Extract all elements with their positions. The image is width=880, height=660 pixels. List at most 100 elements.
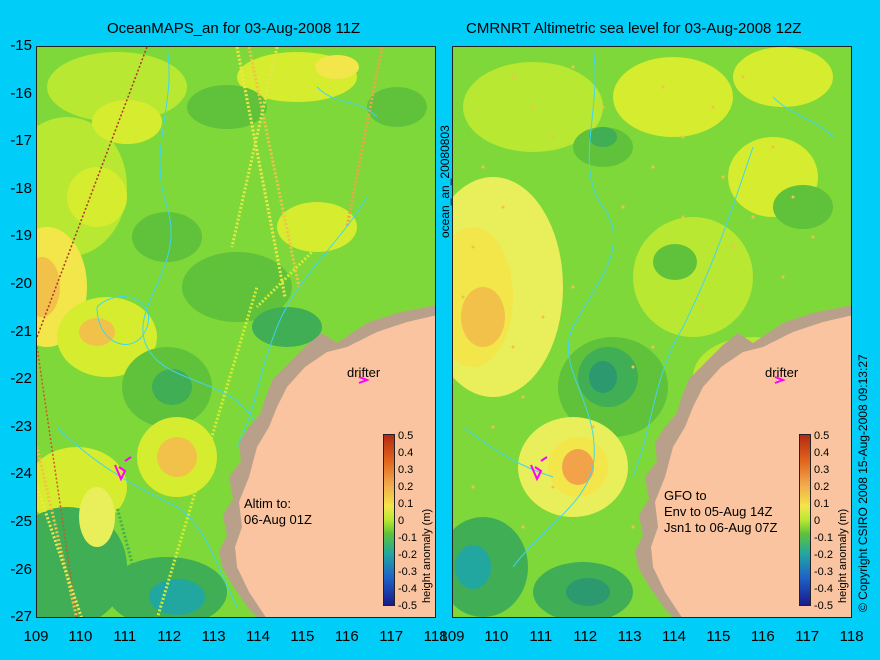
observation-point	[511, 75, 515, 79]
latitude-tick: -27	[10, 608, 32, 626]
left-coastal-shelf	[219, 305, 435, 617]
latitude-tick: -25	[10, 513, 32, 530]
colorbar-tick: -0.4	[398, 583, 417, 595]
right-coastal-shelf	[635, 305, 851, 617]
longitude-tick: 117	[795, 628, 820, 645]
colorbar-tick: 0.1	[814, 498, 830, 510]
longitude-tick: 112	[157, 628, 182, 645]
longitude-tick: 110	[484, 628, 509, 645]
latitude-tick: -20	[10, 275, 32, 292]
colorbar-tick: -0.1	[814, 532, 833, 544]
longitude-tick: 114	[662, 628, 686, 645]
right-colorbar	[799, 434, 811, 606]
longitude-tick: 110	[68, 628, 93, 645]
colorbar-tick: 0.3	[398, 464, 414, 476]
colorbar-tick: 0.1	[398, 498, 414, 510]
latitude-tick: -17	[10, 132, 32, 150]
observation-point	[751, 215, 755, 219]
left-colorbar-title: height anomaly (m)	[421, 508, 433, 603]
observation-point	[621, 205, 625, 209]
observation-point	[741, 75, 745, 79]
colorbar-tick: 0.2	[398, 481, 414, 493]
colorbar-tick: -0.2	[398, 549, 417, 561]
observation-point	[521, 525, 525, 529]
longitude-tick: 116	[750, 628, 775, 645]
observation-point	[681, 135, 685, 139]
left-altimetry-note: Altim to: 06-Aug 01Z	[244, 496, 312, 527]
right-colorbar-title: height anomaly (m)	[837, 508, 849, 603]
observation-point	[631, 365, 635, 369]
observation-point	[701, 305, 705, 309]
right-observation-points	[461, 65, 815, 529]
latitude-tick: -15	[10, 37, 32, 54]
observation-point	[501, 205, 505, 209]
latitude-tick: -24	[10, 465, 32, 483]
observation-point	[491, 425, 495, 429]
observation-point	[721, 175, 725, 179]
right-drifter-label: drifter	[765, 365, 799, 380]
latitude-tick: -23	[10, 417, 32, 435]
left-map-title: OceanMAPS_an for 03-Aug-2008 11Z	[107, 20, 361, 37]
observation-point	[771, 145, 775, 149]
right-map-panel: GFO to Env to 05-Aug 14Z Jsn1 to 06-Aug …	[452, 46, 852, 618]
right-bathymetry-contours	[462, 47, 834, 568]
observation-point	[601, 105, 605, 109]
observation-point	[531, 105, 535, 109]
left-colorbar	[383, 434, 395, 606]
observation-point	[781, 275, 785, 279]
observation-point	[471, 245, 475, 249]
observation-point	[791, 195, 795, 199]
latitude-tick: -22	[10, 370, 32, 388]
copyright-label: © Copyright CSIRO 2008 15-Aug-2008 09:13…	[856, 354, 870, 612]
longitude-tick: 114	[246, 628, 270, 645]
observation-point	[631, 525, 635, 529]
observation-point	[571, 285, 575, 289]
longitude-tick: 113	[201, 628, 226, 645]
colorbar-tick: -0.2	[814, 549, 833, 561]
observation-point	[811, 235, 815, 239]
longitude-tick: 112	[573, 628, 598, 645]
colorbar-tick: -0.4	[814, 583, 833, 595]
observation-point	[551, 485, 555, 489]
longitude-tick: 113	[617, 628, 642, 645]
colorbar-tick: 0.4	[814, 447, 830, 459]
colorbar-tick: 0	[814, 515, 821, 527]
left-drifter-track	[114, 376, 370, 482]
longitude-tick: 116	[334, 628, 359, 645]
colorbar-tick: 0.2	[814, 481, 830, 493]
colorbar-tick: 0.4	[398, 447, 414, 459]
observation-point	[481, 165, 485, 169]
observation-point	[541, 315, 545, 319]
longitude-tick: 115	[706, 628, 731, 645]
left-map-panel: Altim to: 06-Aug 01Z drifter height anom…	[36, 46, 436, 618]
latitude-tick: -26	[10, 560, 32, 578]
right-altimetry-note: GFO to Env to 05-Aug 14Z Jsn1 to 06-Aug …	[664, 488, 778, 535]
colorbar-tick: -0.3	[398, 566, 417, 578]
observation-point	[521, 395, 525, 399]
observation-point	[511, 345, 515, 349]
colorbar-tick: -0.5	[398, 600, 417, 612]
right-drifter-track	[530, 376, 786, 482]
colorbar-tick: -0.5	[814, 600, 833, 612]
observation-point	[571, 65, 575, 69]
run-id-label: ocean_an_20080803	[438, 125, 452, 238]
left-drifter-label: drifter	[347, 365, 381, 380]
latitude-tick: -21	[10, 322, 32, 340]
observation-point	[681, 215, 685, 219]
longitude-tick: 109	[439, 628, 465, 645]
latitude-tick: -16	[10, 84, 32, 102]
observation-point	[551, 135, 555, 139]
longitude-tick: 117	[379, 628, 404, 645]
colorbar-tick: 0.3	[814, 464, 830, 476]
observation-point	[731, 245, 735, 249]
observation-point	[711, 105, 715, 109]
longitude-tick: 118	[839, 628, 864, 645]
colorbar-tick: -0.1	[398, 532, 417, 544]
longitude-tick: 111	[529, 628, 553, 645]
longitude-tick: 115	[290, 628, 315, 645]
longitude-tick: 111	[113, 628, 137, 645]
longitude-tick: 118	[423, 628, 448, 645]
colorbar-tick: -0.3	[814, 566, 833, 578]
observation-point	[651, 345, 655, 349]
observation-point	[661, 85, 665, 89]
